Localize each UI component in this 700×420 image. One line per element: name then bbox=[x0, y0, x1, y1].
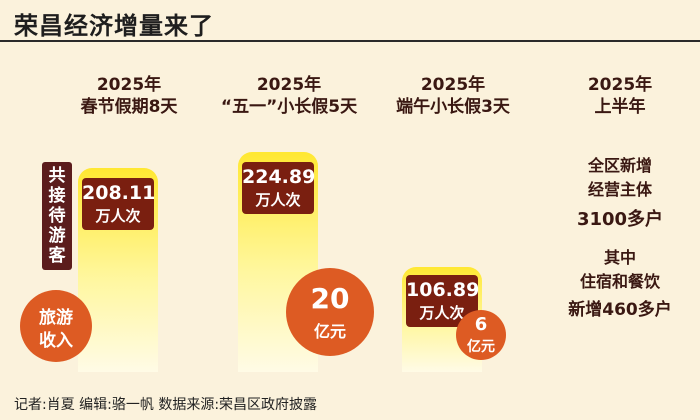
half-year-line3: 3100多户 bbox=[576, 209, 664, 230]
col-header-spring: 2025年 春节假期8天 bbox=[44, 74, 214, 118]
visitors-tag-char: 接 bbox=[48, 186, 66, 206]
visitors-value: 106.89 bbox=[406, 279, 480, 301]
visitors-unit: 万人次 bbox=[419, 304, 465, 322]
half-year-line2: 经营主体 bbox=[587, 180, 652, 199]
visitors-tag-char: 客 bbox=[48, 246, 66, 266]
income-tag-circle: 旅游 收入 bbox=[20, 290, 92, 362]
col-year: 2025年 bbox=[256, 75, 322, 95]
income-unit: 亿元 bbox=[313, 322, 346, 341]
income-tag-line2: 收入 bbox=[39, 331, 73, 351]
visitors-unit: 万人次 bbox=[95, 207, 141, 225]
income-value: 20 bbox=[310, 282, 350, 315]
visitors-unit: 万人次 bbox=[255, 191, 301, 209]
title-divider bbox=[0, 40, 700, 42]
income-unit: 亿元 bbox=[467, 339, 495, 355]
col-year: 2025年 bbox=[420, 75, 486, 95]
visitors-tag-char: 游 bbox=[48, 226, 66, 246]
visitors-value: 208.11 bbox=[82, 182, 156, 204]
col-header-dragonboat: 2025年 端午小长假3天 bbox=[368, 74, 538, 118]
col-label: 春节假期8天 bbox=[80, 97, 178, 117]
half-year-line5: 住宿和餐饮 bbox=[579, 272, 660, 291]
value-box: 208.11 万人次 bbox=[82, 178, 156, 230]
visitors-tag-char: 共 bbox=[48, 166, 66, 186]
income-circle-dragonboat: 6 亿元 bbox=[456, 310, 506, 360]
half-year-stats: 全区新增 经营主体 3100多户 其中 住宿和餐饮 新增460多户 bbox=[540, 154, 700, 322]
visitors-tag: 共接待游客 bbox=[42, 162, 72, 270]
visitors-value: 224.89 bbox=[242, 166, 316, 188]
half-year-line1: 全区新增 bbox=[587, 156, 652, 175]
half-year-line6: 新增460多户 bbox=[568, 300, 672, 320]
half-year-year: 2025年 bbox=[587, 75, 653, 95]
page-title: 荣昌经济增量来了 bbox=[14, 12, 214, 40]
income-value: 6 bbox=[474, 314, 488, 335]
bar-mayday-visitors: 224.89 万人次 bbox=[238, 152, 318, 372]
income-circle-mayday: 20 亿元 bbox=[286, 268, 374, 356]
footer-credits: 记者:肖夏 编辑:骆一帆 数据来源:荣昌区政府披露 bbox=[14, 397, 318, 413]
bar-spring-visitors: 208.11 万人次 bbox=[78, 168, 158, 372]
col-year: 2025年 bbox=[96, 75, 162, 95]
visitors-tag-char: 待 bbox=[48, 206, 66, 226]
half-year-header: 2025年 上半年 bbox=[540, 74, 700, 118]
half-year-label: 上半年 bbox=[594, 97, 646, 117]
col-label: “五一”小长假5天 bbox=[220, 97, 358, 117]
col-label: 端午小长假3天 bbox=[396, 97, 510, 117]
value-box: 224.89 万人次 bbox=[242, 162, 316, 214]
half-year-line4: 其中 bbox=[603, 248, 636, 267]
income-tag-line1: 旅游 bbox=[39, 308, 73, 328]
col-header-mayday: 2025年 “五一”小长假5天 bbox=[204, 74, 374, 118]
